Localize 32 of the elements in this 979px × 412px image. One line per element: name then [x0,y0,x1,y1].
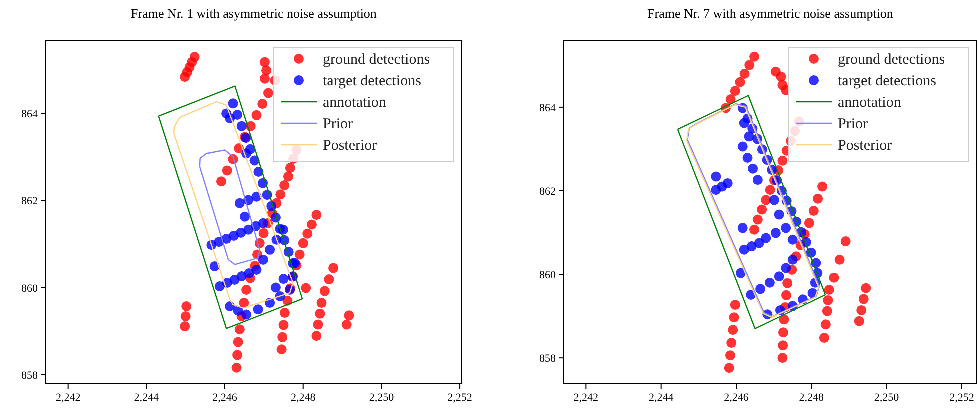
legend-label: ground detections [323,52,430,68]
y-tick-label: 858 [22,370,38,382]
x-tick-label: 2,242 [56,392,81,404]
x-tick-label: 2,248 [290,392,316,404]
legend-label: Prior [838,116,868,132]
x-tick-label: 2,244 [134,392,160,404]
x-tick-label: 2,246 [212,392,238,404]
legend-label: target detections [323,74,422,90]
x-tick-label: 2,250 [874,392,900,404]
legend-label: Prior [323,116,354,132]
y-tick-label: 860 [22,282,38,295]
y-tick-label: 864 [22,108,38,121]
legend-label: target detections [838,74,937,90]
y-tick-label: 864 [540,102,556,114]
legend-label: ground detections [838,52,946,68]
x-tick-label: 2,244 [648,392,674,404]
y-tick-label: 862 [22,196,38,208]
x-tick-label: 2,250 [369,392,395,404]
legend-label: Posterior [323,138,378,154]
y-tick-label: 862 [540,186,556,198]
y-tick-label: 858 [540,353,556,366]
legend-label: Posterior [838,138,892,154]
chart-title: Frame Nr. 7 with asymmetric noise assumption [648,6,894,21]
x-tick-label: 2,252 [950,392,974,404]
x-tick-label: 2,248 [799,392,825,404]
x-tick-label: 2,246 [724,392,750,404]
chart-title: Frame Nr. 1 with asymmetric noise assumption [131,6,378,21]
y-tick-label: 860 [540,270,556,282]
legend-label: annotation [323,95,387,111]
x-tick-label: 2,252 [448,392,472,404]
x-tick-label: 2,242 [574,392,599,404]
legend-label: annotation [838,95,902,111]
